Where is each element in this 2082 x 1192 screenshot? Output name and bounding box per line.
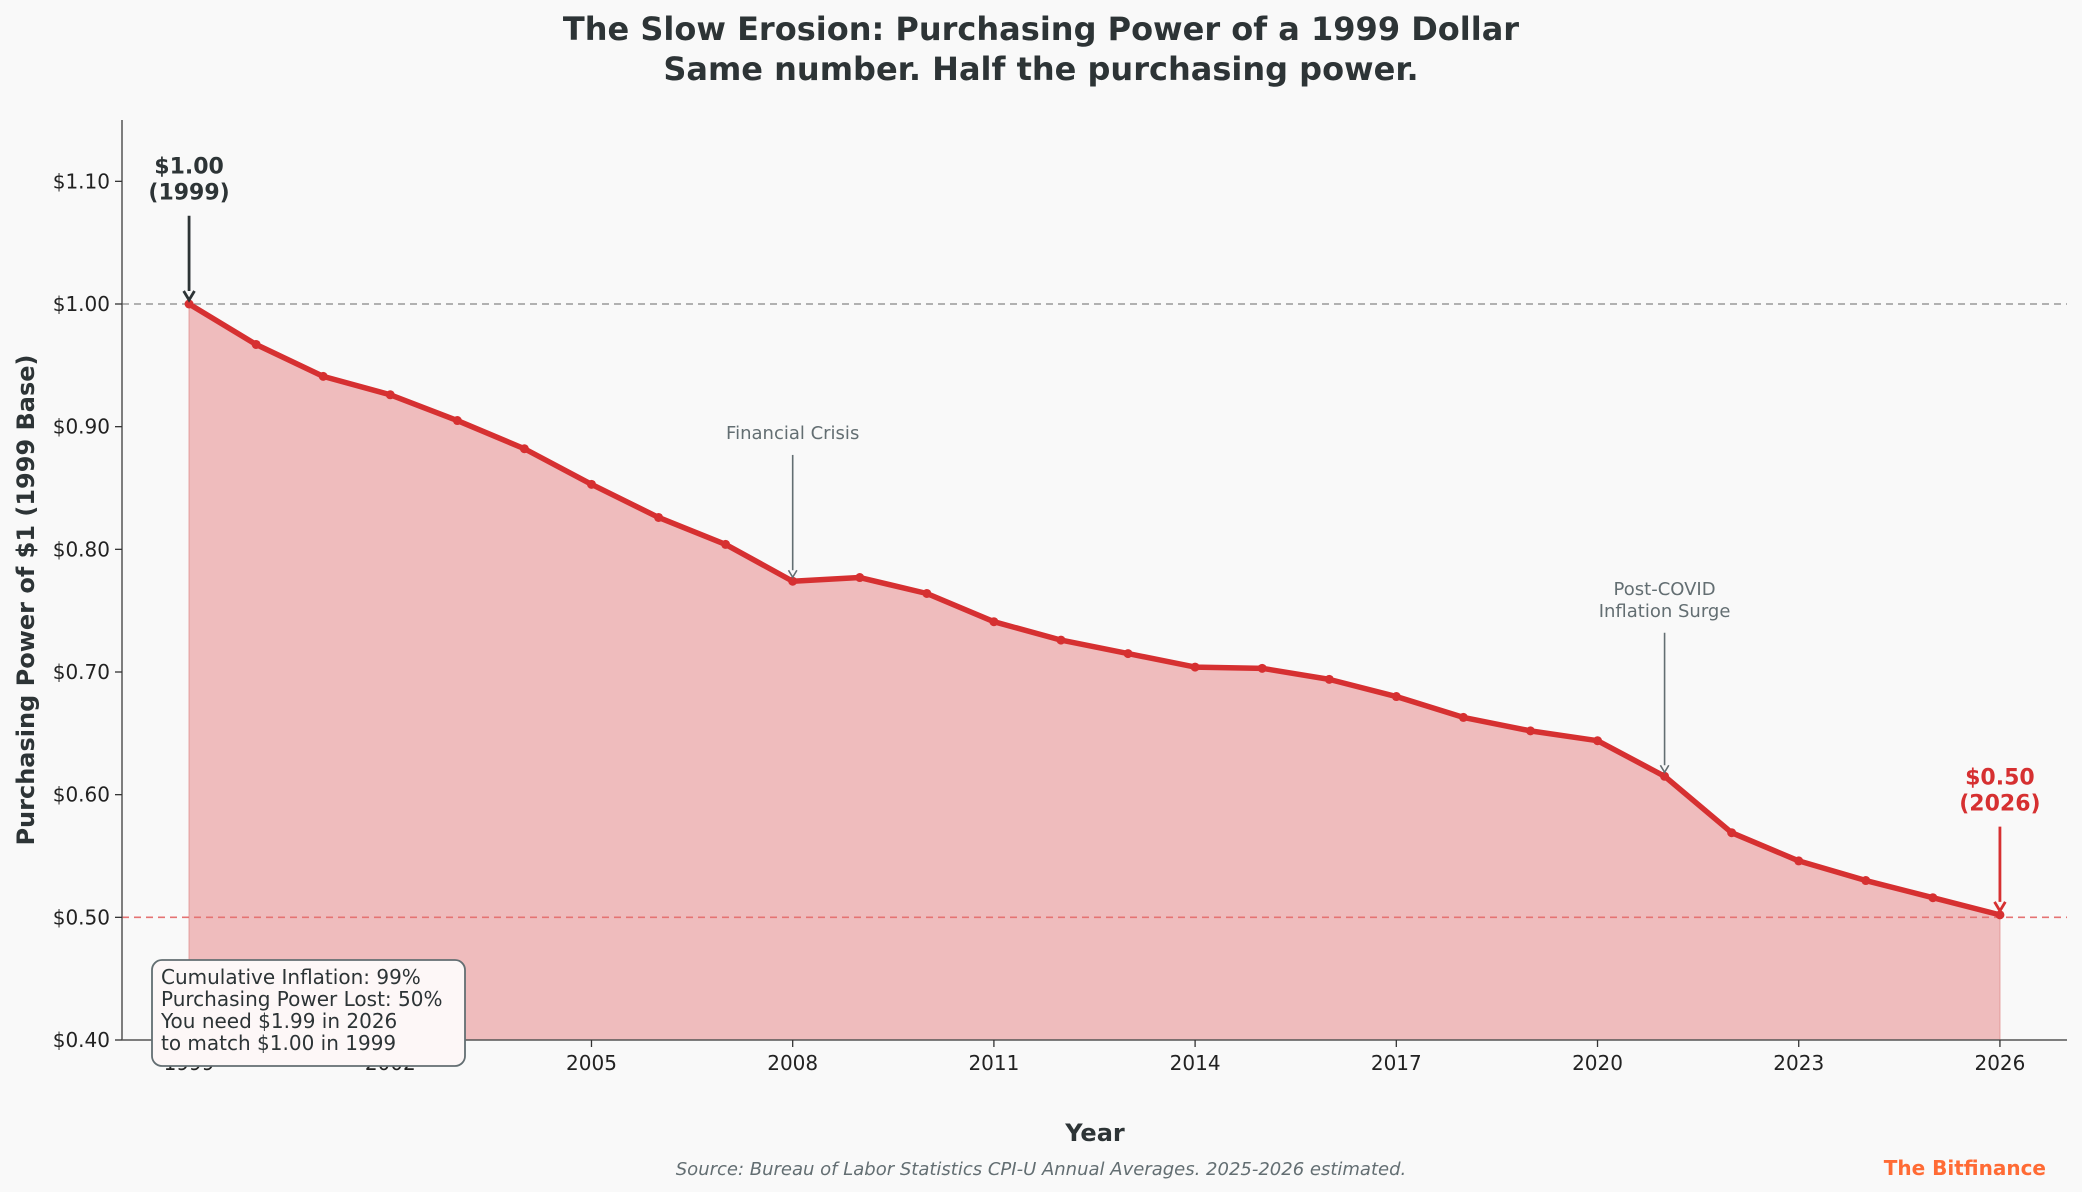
data-point [922,588,932,598]
data-point [721,539,731,549]
plot-area: $0.40 $0.50 $0.60 $0.70 $0.80 $0.90 $1.00 $1.10… [53,120,2067,1075]
x-tick-label: 2008 [767,1051,818,1075]
brand-label: The Bitfinance [1884,1156,2046,1180]
data-point [654,512,664,522]
y-tick-label: $0.50 [53,905,110,929]
chart-title: The Slow Erosion: Purchasing Power of a … [563,10,1519,48]
data-point [586,479,596,489]
annotation-arrowhead [1993,901,2007,914]
y-tick-label: $0.60 [53,783,110,807]
info-box-line: You need $1.99 in 2026 [160,1009,397,1033]
annotation-arrowhead [787,569,798,579]
x-tick-label: 2005 [566,1051,617,1075]
x-tick-label: 2020 [1572,1051,1623,1075]
annotation-text: Post-COVID [1614,579,1716,600]
x-tick-label: 2026 [1974,1051,2025,1075]
info-box [151,959,466,1067]
annotation-text: $1.00 [154,155,224,180]
y-tick-label: $1.00 [53,292,110,316]
annotation-arrowhead [182,290,196,303]
y-axis-title: Purchasing Power of $1 (1999 Base) [12,354,40,845]
chart-subtitle: Same number. Half the purchasing power. [663,50,1418,88]
y-tick-label: $1.10 [53,169,110,193]
data-point [1593,736,1603,746]
data-point [251,339,261,349]
data-point [788,576,798,586]
data-point [452,416,462,426]
data-point [1257,663,1267,673]
data-point [1660,771,1670,781]
data-point [1458,712,1468,722]
data-point [855,573,865,583]
series-line [186,301,2003,918]
y-tick-label: $0.90 [53,415,110,439]
y-tick-label: $0.80 [53,537,110,561]
annotation-text: Financial Crisis [726,423,859,444]
data-point [318,371,328,381]
y-tick-label: $0.70 [53,660,110,684]
area-fill [188,303,2001,1041]
info-box-line: Cumulative Inflation: 99% [161,965,421,989]
data-point [1123,649,1133,659]
data-point [519,444,529,454]
annotation-text: (1999) [148,181,229,206]
data-point [184,299,194,309]
annotation-arrowhead [1659,764,1670,774]
x-tick-label: 2014 [1170,1051,1221,1075]
data-point [1525,726,1535,736]
y-tick-label: $0.40 [53,1028,110,1052]
data-point [989,617,999,627]
annotation-text: (2026) [1959,792,2040,817]
data-point [1861,876,1871,886]
annotation-text: Inflation Surge [1599,601,1731,622]
data-point [1995,910,2005,920]
data-point [1056,635,1066,645]
data-point [1391,692,1401,702]
x-tick-label: 2011 [968,1051,1019,1075]
info-box-line: Purchasing Power Lost: 50% [161,987,442,1011]
data-point [1727,828,1737,838]
x-tick-label: 2017 [1371,1051,1422,1075]
source-note: Source: Bureau of Labor Statistics CPI-U… [676,1159,1407,1180]
data-point [1794,856,1804,866]
x-axis-title: Year [1064,1119,1125,1147]
annotation-text: $0.50 [1965,766,2035,791]
info-box-line: to match $1.00 in 1999 [161,1031,396,1055]
data-point [1928,893,1938,903]
data-point [1324,674,1334,684]
x-tick-label: 2023 [1773,1051,1824,1075]
data-point [1190,662,1200,672]
data-point [385,390,395,400]
